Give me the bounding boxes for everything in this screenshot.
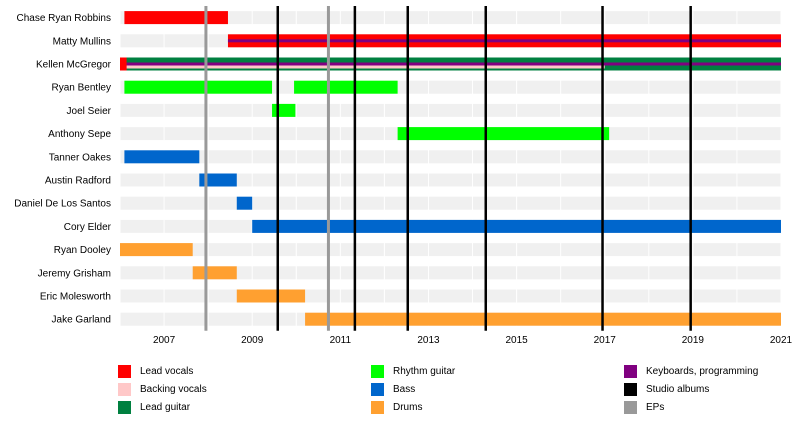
- bar-keyboards: [227, 39, 782, 43]
- row-background: [120, 80, 781, 94]
- row-background: [120, 266, 781, 280]
- row-background: [120, 103, 781, 117]
- legend-swatch-bass: [371, 382, 384, 396]
- legend-item-rhythm-guitar: Rhythm guitar: [371, 363, 455, 379]
- bar-drums: [192, 266, 237, 280]
- legend-swatch-keyboards: [624, 364, 637, 378]
- bar-lead-vocals: [120, 57, 127, 71]
- x-tick-label: 2017: [594, 335, 617, 346]
- legend-swatch-drums: [371, 400, 384, 414]
- legend-label-backing-vocals: Backing vocals: [140, 383, 207, 395]
- legend-item-drums: Drums: [371, 399, 422, 415]
- legend-label-studio-albums: Studio albums: [646, 383, 710, 395]
- bar-bass: [199, 173, 237, 187]
- x-tick-label: 2015: [505, 335, 528, 346]
- legend-label-drums: Drums: [393, 401, 423, 413]
- bar-rhythm-guitar: [272, 103, 296, 117]
- row-background: [120, 243, 781, 257]
- bar-bass: [236, 196, 253, 210]
- membership-bars: [120, 11, 782, 326]
- member-label: Anthony Sepe: [48, 129, 111, 140]
- legend-label-rhythm-guitar: Rhythm guitar: [393, 365, 456, 377]
- member-label: Ryan Bentley: [52, 83, 111, 94]
- legend: Lead vocals Backing vocals Lead guitar R…: [0, 360, 800, 422]
- legend-label-keyboards: Keyboards, programming: [646, 365, 759, 377]
- bar-rhythm-guitar: [124, 80, 273, 94]
- member-label: Austin Radford: [45, 176, 111, 187]
- bar-keyboards: [120, 62, 781, 66]
- bar-drums: [236, 289, 306, 303]
- x-tick-label: 2019: [682, 335, 705, 346]
- legend-item-lead-vocals: Lead vocals: [118, 363, 193, 379]
- row-background: [120, 173, 781, 187]
- legend-item-keyboards: Keyboards, programming: [624, 363, 758, 379]
- legend-label-bass: Bass: [393, 383, 416, 395]
- legend-swatch-lead-vocals: [118, 364, 131, 378]
- band-timeline-chart: Chase Ryan Robbins Matty Mullins Kellen Mc…: [14, 6, 793, 346]
- legend-item-studio-albums: Studio albums: [624, 381, 709, 397]
- legend-item-bass: Bass: [371, 381, 415, 397]
- bar-rhythm-guitar: [397, 127, 610, 141]
- member-labels: Chase Ryan Robbins Matty Mullins Kellen Mc…: [14, 13, 111, 326]
- ep-release-lines: [204, 6, 330, 331]
- legend-swatch-studio-albums: [624, 382, 637, 396]
- legend-swatch-rhythm-guitar: [371, 364, 384, 378]
- legend-item-lead-guitar: Lead guitar: [118, 399, 190, 415]
- bar-bass: [124, 150, 200, 164]
- member-label: Eric Molesworth: [40, 292, 111, 303]
- x-tick-label: 2021: [770, 335, 793, 346]
- year-gridlines: [119, 6, 782, 331]
- bar-lead-vocals: [124, 11, 228, 25]
- member-label: Kellen McGregor: [36, 60, 112, 71]
- row-background: [120, 150, 781, 164]
- legend-label-eps: EPs: [646, 401, 665, 413]
- legend-label-lead-vocals: Lead vocals: [140, 365, 194, 377]
- bar-rhythm-guitar: [294, 80, 398, 94]
- member-label: Joel Seier: [67, 106, 112, 117]
- member-label: Cory Elder: [64, 222, 112, 233]
- member-label: Matty Mullins: [53, 36, 111, 47]
- row-background: [120, 11, 781, 25]
- x-tick-label: 2011: [330, 335, 352, 346]
- legend-swatch-backing-vocals: [118, 382, 131, 396]
- studio-album-lines: [276, 6, 692, 331]
- member-label: Ryan Dooley: [54, 245, 111, 256]
- row-background: [120, 196, 781, 210]
- member-label: Chase Ryan Robbins: [17, 13, 112, 24]
- legend-label-lead-guitar: Lead guitar: [140, 401, 191, 413]
- legend-item-eps: EPs: [624, 399, 664, 415]
- x-tick-label: 2007: [153, 335, 176, 346]
- member-label: Jeremy Grisham: [38, 268, 111, 279]
- member-label: Daniel De Los Santos: [14, 199, 111, 210]
- legend-swatch-lead-guitar: [118, 400, 131, 414]
- row-background: [120, 289, 781, 303]
- bar-bass: [252, 219, 781, 233]
- member-label: Tanner Oakes: [49, 152, 111, 163]
- bar-backing-vocals: [120, 65, 605, 69]
- bar-drums: [120, 243, 193, 257]
- x-tick-label: 2013: [417, 335, 440, 346]
- member-label: Jake Garland: [52, 315, 111, 326]
- x-axis-ticks: 2007 2009 2011 2013 2015 2017 2019 2021: [153, 335, 793, 346]
- x-tick-label: 2009: [241, 335, 264, 346]
- legend-swatch-eps: [624, 400, 637, 414]
- legend-item-backing-vocals: Backing vocals: [118, 381, 207, 397]
- bar-drums: [305, 312, 781, 326]
